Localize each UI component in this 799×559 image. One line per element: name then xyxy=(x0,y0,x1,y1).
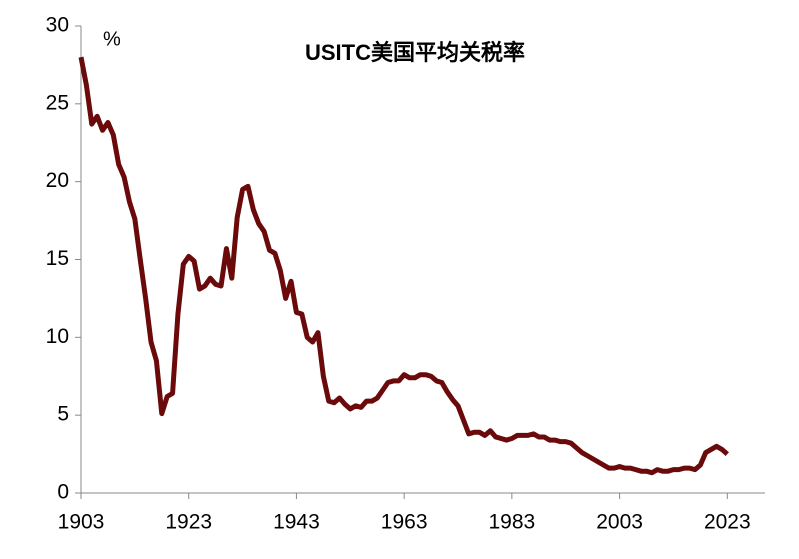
y-tick-label: 5 xyxy=(57,403,69,426)
x-tick-label: 1963 xyxy=(381,511,428,534)
data-line xyxy=(78,56,729,476)
y-unit: % xyxy=(103,28,121,50)
y-tick-label: 30 xyxy=(46,14,69,37)
y-tick-label: 10 xyxy=(46,325,69,348)
y-tick-label: 0 xyxy=(57,481,69,504)
y-tick-label: 20 xyxy=(46,169,69,192)
x-tick-label: 2023 xyxy=(704,511,751,534)
x-tick-label: 1903 xyxy=(58,511,105,534)
chart-title: USITC美国平均关税率 xyxy=(305,40,525,65)
y-tick-label: 15 xyxy=(46,247,69,270)
y-tick-label: 25 xyxy=(46,91,69,114)
x-tick-label: 1923 xyxy=(165,511,212,534)
x-tick-label: 2003 xyxy=(596,511,643,534)
x-tick-label: 1983 xyxy=(489,511,536,534)
x-tick-label: 1943 xyxy=(273,511,320,534)
